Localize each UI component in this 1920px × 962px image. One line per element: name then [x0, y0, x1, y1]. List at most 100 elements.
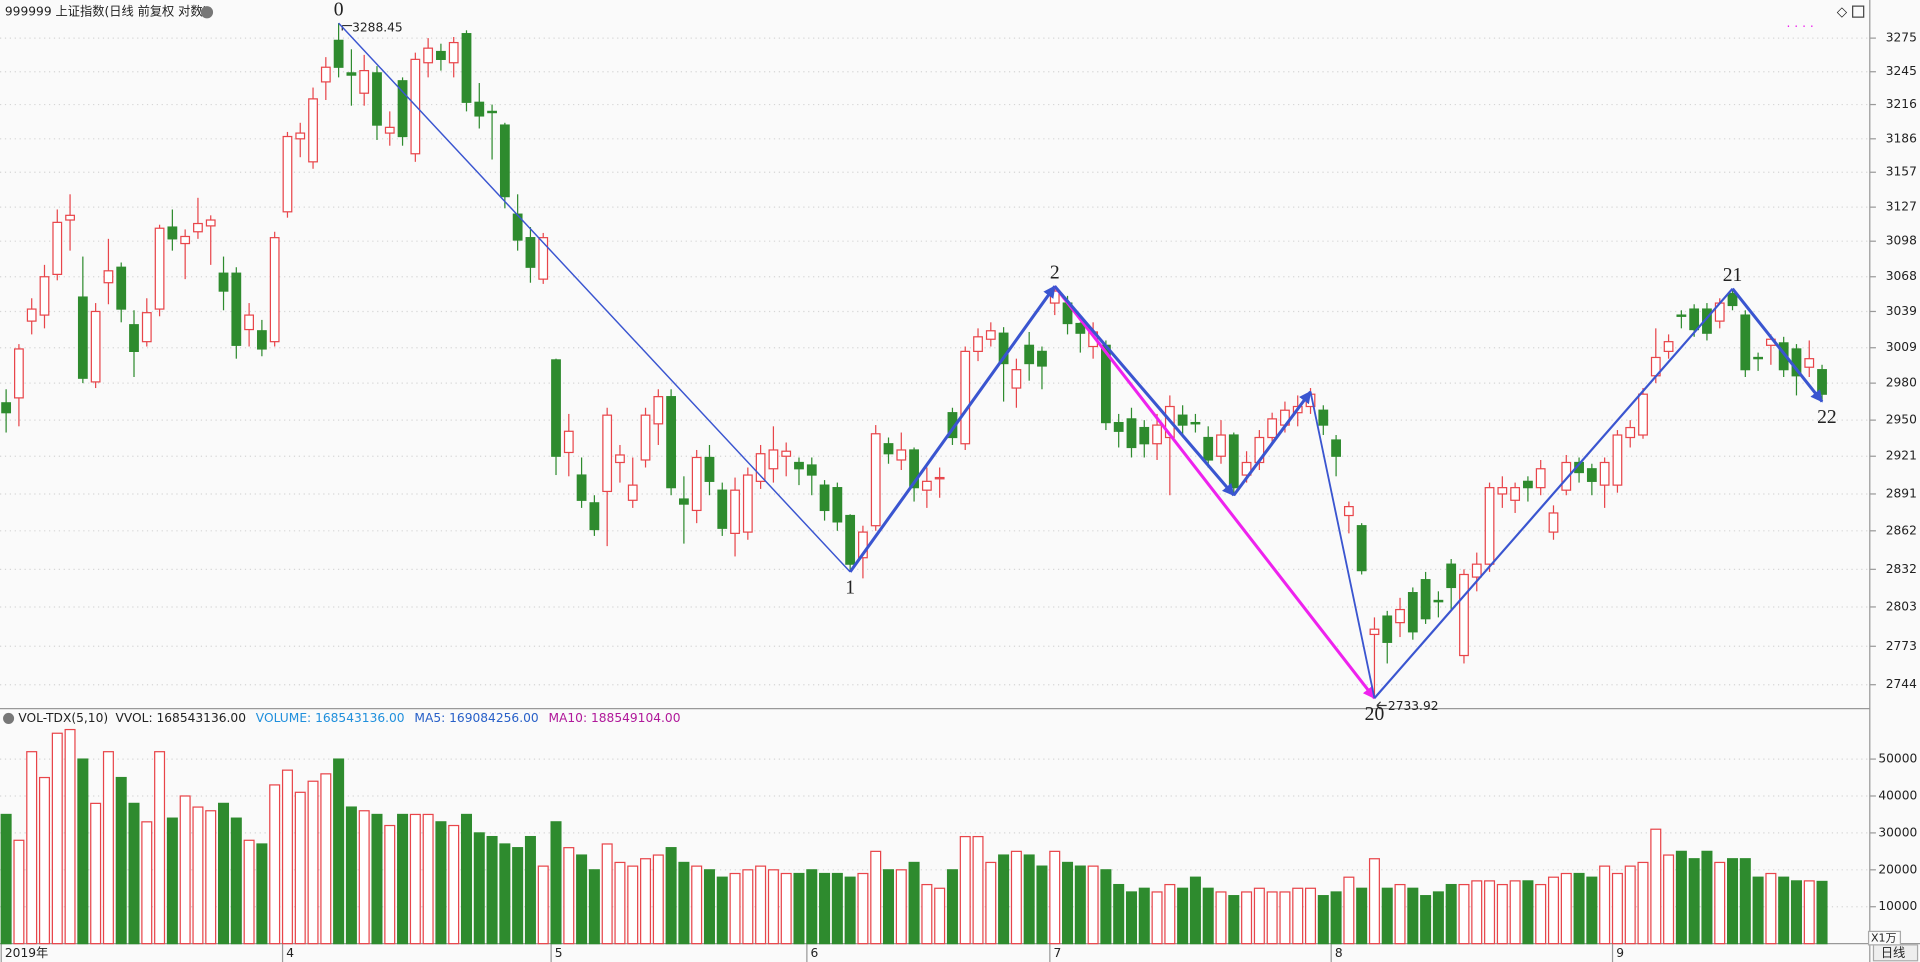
- volume-bar: [946, 869, 958, 945]
- volume-bar: [473, 832, 485, 945]
- candle-body: [1753, 356, 1763, 360]
- candle-body: [1484, 487, 1495, 565]
- volume-bar: [269, 784, 281, 945]
- volume-bar: [1458, 883, 1470, 945]
- icon[interactable]: [1852, 5, 1865, 18]
- candle-body: [372, 72, 382, 126]
- volume-bar: [1125, 891, 1137, 945]
- volume-bar: [563, 847, 575, 945]
- volume-menu-icon[interactable]: [3, 712, 15, 724]
- candle-body: [1126, 418, 1137, 449]
- y-tick-label: 2803: [1886, 599, 1917, 613]
- volume-bar: [895, 869, 907, 945]
- volume-bar: [1049, 850, 1061, 945]
- volume-bar: [1343, 876, 1355, 945]
- candle-body: [1471, 563, 1482, 578]
- volume-bar: [972, 835, 984, 945]
- y-tick-label: 3039: [1886, 304, 1917, 318]
- period[interactable]: 日线: [1881, 946, 1905, 960]
- candle-body: [870, 433, 881, 527]
- candle-body: [589, 502, 600, 531]
- candle-body: [730, 489, 740, 534]
- candle-body: [1177, 414, 1188, 426]
- candle-body: [1203, 436, 1214, 461]
- candle-body: [461, 33, 472, 103]
- chart-title: 999999 上证指数(日线 前复权 对数): [5, 4, 208, 19]
- volume-bar: [1560, 872, 1572, 945]
- volume-bar: [256, 843, 268, 945]
- candle-body: [909, 449, 919, 489]
- candle-body: [1702, 308, 1712, 334]
- icon[interactable]: ◇: [1837, 5, 1848, 20]
- candle-body: [781, 450, 792, 457]
- candle-body: [167, 226, 178, 240]
- volume-bar: [831, 872, 843, 945]
- volume-legend: MA5: 169084256.00: [414, 711, 538, 725]
- y-tick-label: 10000: [1878, 899, 1917, 913]
- volume-bar: [934, 887, 946, 945]
- volume-bar: [1202, 887, 1214, 945]
- candle-body: [1241, 461, 1252, 476]
- volume-bar: [1138, 887, 1150, 945]
- wave-segment: [1731, 287, 1824, 403]
- candle-body: [1382, 615, 1393, 643]
- candle-body: [563, 430, 574, 454]
- wave-segment: [1232, 390, 1312, 497]
- volume-bar: [524, 835, 536, 945]
- candle-body: [448, 41, 459, 64]
- volume-bar: [985, 861, 997, 945]
- volume-bar: [1356, 887, 1368, 945]
- volume-bar: [780, 872, 792, 945]
- wave-segment: [1309, 391, 1376, 699]
- volume-legend: VOLUME: 168543136.00: [256, 711, 405, 725]
- candle-body: [359, 70, 370, 94]
- candle-body: [1740, 314, 1751, 371]
- candle-body: [1523, 480, 1533, 489]
- wave-segment: [1053, 285, 1376, 700]
- volume-bar: [537, 865, 549, 945]
- y-tick-label: 3127: [1886, 200, 1917, 214]
- volume-bar: [1624, 865, 1636, 945]
- volume-bar: [1484, 880, 1496, 945]
- volume-bar: [179, 795, 191, 945]
- y-tick-label: 3068: [1886, 269, 1917, 283]
- volume-bar: [1113, 883, 1125, 945]
- wave-label: 22: [1817, 407, 1837, 428]
- candle-body: [934, 476, 945, 480]
- volume-legend: MA10: 188549104.00: [548, 711, 680, 725]
- candle-body: [653, 396, 664, 425]
- volume-bar: [665, 847, 677, 945]
- indicator-dots: · · · ·: [1787, 19, 1814, 33]
- candle-body: [423, 47, 434, 64]
- y-tick-label: 30000: [1878, 825, 1917, 839]
- candle-body: [474, 101, 485, 117]
- candle-body: [755, 453, 766, 482]
- candle-body: [615, 454, 625, 464]
- volume-bar: [1816, 880, 1828, 945]
- candle-body: [154, 227, 165, 310]
- volume-bar: [486, 835, 498, 945]
- candle-body: [627, 484, 638, 501]
- volume-bar: [819, 872, 831, 945]
- y-tick-label: 2744: [1886, 677, 1917, 691]
- unit-box: [1867, 930, 1902, 946]
- volume-bar: [1215, 891, 1227, 945]
- candle-body: [1586, 468, 1597, 482]
- candle-body: [77, 296, 88, 379]
- wave-segment: [338, 22, 851, 573]
- candle-body: [602, 414, 613, 493]
- volume-bar: [1688, 858, 1700, 945]
- candle-body: [1727, 292, 1738, 307]
- title-menu-icon[interactable]: [200, 6, 214, 19]
- volume-bar: [1778, 876, 1790, 945]
- candle-body: [538, 237, 549, 280]
- candle-body: [1535, 468, 1546, 489]
- volume-bar: [652, 854, 664, 945]
- volume-bar: [1509, 880, 1521, 945]
- volume-bar: [102, 751, 114, 945]
- candle-body: [1638, 393, 1648, 436]
- candle-body: [1369, 628, 1380, 636]
- volume-bar: [1317, 895, 1329, 945]
- candle-body: [921, 480, 932, 491]
